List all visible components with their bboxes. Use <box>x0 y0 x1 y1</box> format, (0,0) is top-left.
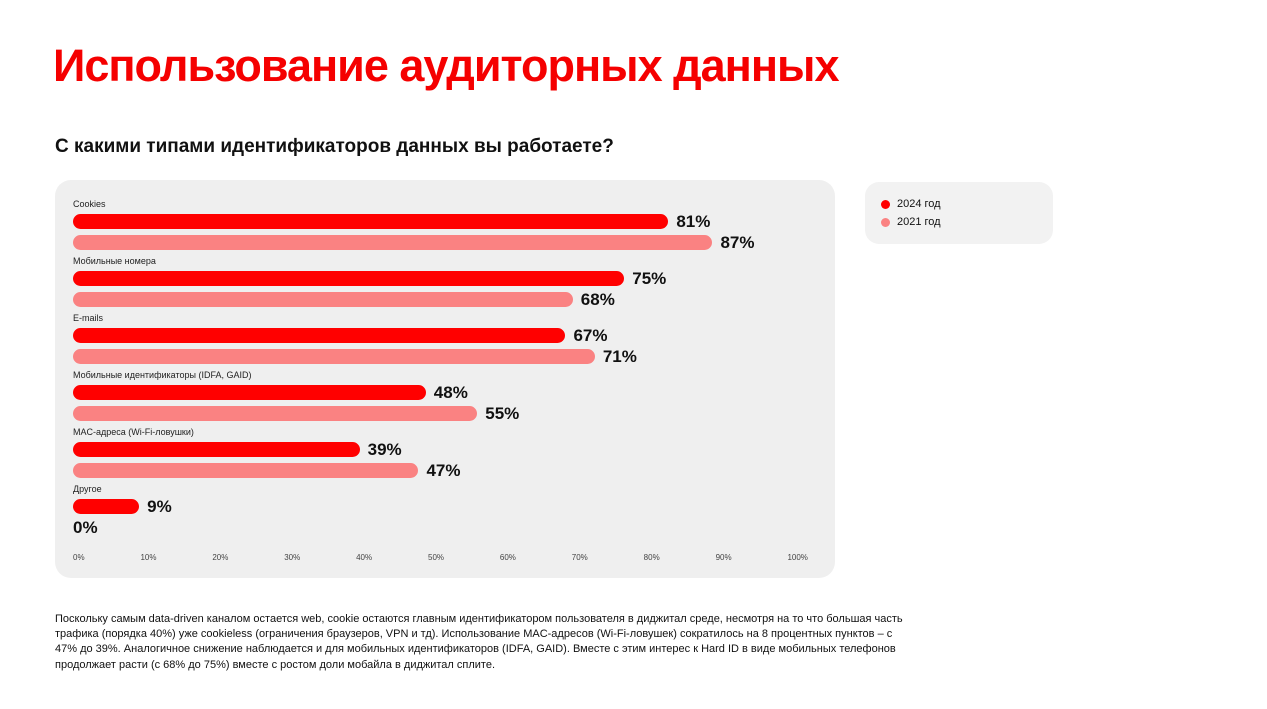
bar-2024-год <box>73 328 566 343</box>
legend-item: 2021 год <box>881 215 1037 228</box>
bar-row: 55% <box>73 404 835 423</box>
legend-dot-icon <box>881 199 890 209</box>
legend-dot-icon <box>881 217 890 227</box>
legend-item: 2024 год <box>881 197 1037 210</box>
bar-value-label: 71% <box>602 347 637 366</box>
bar-value-label: 81% <box>676 212 711 231</box>
bar-value-label: 0% <box>73 518 98 537</box>
page-title: Использование аудиторных данных <box>53 40 840 91</box>
bar-row: 81% <box>73 212 835 231</box>
category-label: Мобильные номера <box>73 256 156 266</box>
bar-value-label: 68% <box>580 290 615 309</box>
x-axis-tick: 10% <box>140 553 157 562</box>
category-group: Cookies 81% 87% <box>73 199 835 252</box>
category-group: Мобильные идентификаторы (IDFA, GAID) 48%… <box>73 370 835 423</box>
legend-items: 2024 год 2021 год <box>881 197 1037 228</box>
x-axis-tick: 50% <box>428 553 445 562</box>
bar-2024-год <box>73 442 360 457</box>
bar-row: 0% <box>73 518 835 537</box>
footnote-text: Поскольку самым data-driven каналом оста… <box>55 613 903 671</box>
chart-question: С какими типами идентификаторов данных в… <box>55 136 614 157</box>
x-axis-tick: 90% <box>715 553 732 562</box>
bar-chart: Cookies 81% 87% Мобильные номера 75% 68% E-mai… <box>73 199 835 537</box>
x-axis-tick: 0% <box>73 553 85 562</box>
bar-2024-год <box>73 499 140 514</box>
category-group: Мобильные номера 75% 68% <box>73 256 835 309</box>
x-axis-tick: 100% <box>787 553 808 562</box>
bar-row: 68% <box>73 290 835 309</box>
bar-2021-год <box>73 292 573 307</box>
bar-row: 75% <box>73 269 835 288</box>
bar-value-label: 55% <box>485 404 520 423</box>
x-axis-tick: 70% <box>571 553 588 562</box>
category-label: Мобильные идентификаторы (IDFA, GAID) <box>73 370 252 380</box>
category-group: Другое 9% 0% <box>73 484 835 537</box>
bar-row: 48% <box>73 383 835 402</box>
bar-2021-год <box>73 235 713 250</box>
bar-2021-год <box>73 406 478 421</box>
x-axis-tick: 40% <box>356 553 373 562</box>
bar-value-label: 75% <box>632 269 667 288</box>
bar-2024-год <box>73 271 625 286</box>
category-group: MAC-адреса (Wi-Fi-ловушки) 39% 47% <box>73 427 835 480</box>
bar-value-label: 47% <box>426 461 461 480</box>
bar-row: 47% <box>73 461 835 480</box>
x-axis: 0% 10% 20% 30% 40% 50% 60% 70% 80% 90% 100% <box>73 553 808 562</box>
chart-legend: 2024 год 2021 год <box>865 182 1053 244</box>
bar-row: 39% <box>73 440 835 459</box>
x-axis-tick: 30% <box>284 553 301 562</box>
bar-2024-год <box>73 214 669 229</box>
category-label: E-mails <box>73 313 104 323</box>
legend-label: 2021 год <box>897 215 941 228</box>
bar-chart-panel: Cookies 81% 87% Мобильные номера 75% 68% E-mai… <box>55 180 835 578</box>
bar-2024-год <box>73 385 426 400</box>
bar-row: 9% <box>73 497 835 516</box>
bar-2021-год <box>73 463 419 478</box>
bar-value-label: 67% <box>573 326 608 345</box>
category-label: Другое <box>73 484 102 494</box>
legend-label: 2024 год <box>897 197 941 210</box>
bar-row: 71% <box>73 347 835 366</box>
category-group: E-mails 67% 71% <box>73 313 835 366</box>
category-label: MAC-адреса (Wi-Fi-ловушки) <box>73 427 194 437</box>
bar-row: 87% <box>73 233 835 252</box>
x-axis-tick: 20% <box>212 553 229 562</box>
bar-value-label: 9% <box>147 497 172 516</box>
category-label: Cookies <box>73 199 106 209</box>
x-axis-tick: 80% <box>643 553 660 562</box>
x-axis-tick: 60% <box>499 553 516 562</box>
bar-2021-год <box>73 349 595 364</box>
bar-value-label: 87% <box>720 233 755 252</box>
bar-value-label: 48% <box>433 383 468 402</box>
bar-value-label: 39% <box>367 440 402 459</box>
bar-row: 67% <box>73 326 835 345</box>
